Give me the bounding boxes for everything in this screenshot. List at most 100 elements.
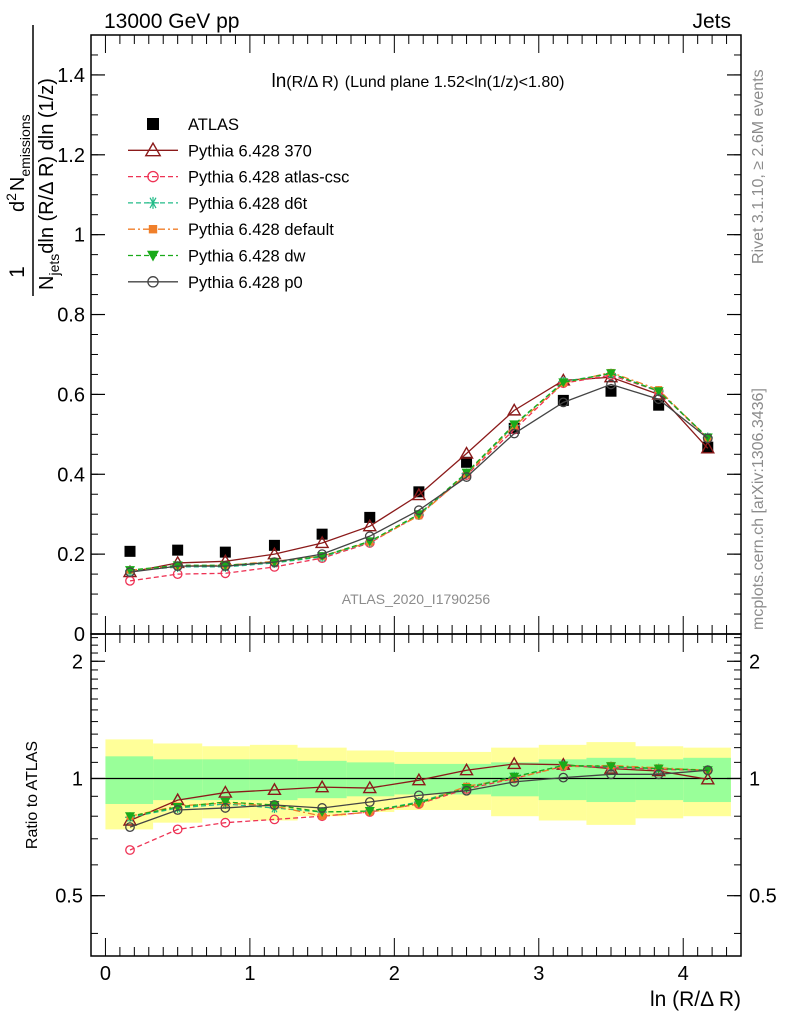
legend-marker: [147, 196, 159, 209]
series-line: [129, 383, 709, 573]
legend-item: ATLAS: [147, 116, 239, 134]
ratio-plot: 0.5 0.5 1 1 2 2 0 1 2 3 4 Ratio to ATLAS ln (R/Δ R…: [24, 633, 777, 1011]
main-y-tick-label: 0.6: [57, 384, 85, 406]
ylabel-denominator: Njetsdln (R/Δ R) dln (1/z): [36, 78, 62, 290]
ratio-point: [413, 790, 424, 801]
main-y-tick-label: 1.4: [57, 65, 85, 87]
ratio-point: [362, 780, 377, 794]
ratio-point: [702, 765, 713, 776]
legend-label: Pythia 6.428 p0: [188, 274, 303, 292]
ratio-point: [413, 799, 424, 809]
ratio-point: [220, 798, 231, 808]
title-paren: (R/Δ R): [286, 74, 338, 91]
data-point: [507, 402, 522, 416]
legend-marker: [148, 225, 158, 234]
ratio-point: [317, 803, 328, 813]
main-plot: ln(R/Δ R) (Lund plane 1.52<ln(1/z)<1.80) …: [3, 25, 742, 646]
legend-item: Pythia 6.428 p0: [128, 274, 303, 292]
stat-uncertainty-band: [394, 763, 442, 795]
main-y-tick-label: 0.2: [57, 544, 85, 566]
ratio-point: [459, 762, 474, 776]
legend-label: Pythia 6.428 370: [188, 142, 312, 160]
ylabel-n-sub: emissions: [17, 114, 33, 176]
ratio-y-tick-label: 0.5: [55, 886, 83, 908]
ratio-y-tick-label: 2: [72, 651, 83, 673]
main-y-tick-label: 0.4: [57, 464, 85, 486]
series-line: [129, 371, 709, 571]
title-rest: (Lund plane 1.52<ln(1/z)<1.80): [345, 74, 565, 91]
legend-item: Pythia 6.428 370: [128, 141, 312, 160]
data-point: [411, 487, 427, 501]
data-point: [653, 399, 665, 411]
x-tick-label: 3: [533, 963, 544, 985]
stat-uncertainty-band: [202, 759, 250, 801]
stat-uncertainty-band: [105, 756, 154, 804]
series-6: [125, 379, 713, 578]
ratio-point: [558, 761, 569, 771]
ratio-plot-frame: [90, 633, 742, 957]
ratio-point: [606, 762, 616, 772]
series-0: [124, 385, 714, 558]
main-series: [122, 368, 715, 586]
ylabel-njets-sub: jets: [46, 254, 62, 277]
data-point: [220, 561, 231, 572]
ratio-point: [509, 776, 520, 787]
legend-label: Pythia 6.428 d6t: [188, 195, 308, 213]
ylabel-n: N: [7, 177, 29, 191]
ratio-point: [172, 805, 183, 815]
main-y-tick-label: 0: [74, 624, 85, 646]
series-2: [125, 370, 713, 586]
ratio-point: [606, 769, 616, 780]
legend-marker: [147, 276, 159, 288]
data-point: [314, 535, 330, 549]
ratio-point: [125, 812, 135, 822]
data-point: [509, 428, 520, 439]
title-main: ln: [272, 71, 287, 92]
x-tick-label: 0: [100, 963, 111, 985]
data-point: [606, 379, 616, 390]
series-3: [125, 368, 713, 576]
data-point: [362, 518, 377, 532]
data-point: [219, 546, 231, 558]
x-tick-label: 1: [244, 963, 255, 985]
main-y-axis-label: 1 Njetsdln (R/Δ R) dln (1/z) d2 Nemission…: [3, 25, 62, 296]
data-point: [605, 385, 617, 397]
data-point: [316, 528, 328, 540]
ratio-point: [653, 764, 664, 774]
stat-uncertainty-band: [297, 760, 347, 799]
ratio-point: [364, 807, 375, 817]
ylabel-sup: 2: [3, 193, 19, 201]
legend-label: Pythia 6.428 atlas-csc: [188, 169, 349, 187]
data-point: [509, 420, 520, 430]
ratio-y-tick-label-right: 1: [749, 768, 760, 790]
data-point: [124, 545, 136, 557]
data-point: [125, 567, 135, 578]
data-point: [558, 397, 569, 408]
stat-uncertainty-band: [346, 762, 395, 797]
data-point: [317, 549, 328, 560]
main-y-tick-label: 0.8: [57, 305, 85, 327]
ratio-point: [269, 800, 280, 810]
main-y-tick-label: 1.2: [57, 145, 85, 167]
ratio-point: [558, 772, 569, 783]
x-tick-label: 2: [389, 963, 400, 985]
series-5: [125, 369, 713, 576]
data-point: [461, 456, 473, 468]
data-point: [172, 561, 183, 572]
main-y-tick-label: 1: [74, 225, 85, 247]
legend-marker: [147, 170, 159, 183]
ratio-point: [172, 824, 183, 835]
data-point: [606, 369, 616, 379]
data-point: [413, 505, 424, 516]
ratio-y-tick-label: 1: [72, 768, 83, 790]
series-line: [129, 374, 709, 582]
ratio-y-tick-label-right: 0.5: [749, 886, 777, 908]
process-label: Jets: [692, 10, 731, 33]
data-point: [364, 511, 376, 523]
ylabel-d: d: [7, 201, 29, 212]
legend-label: ATLAS: [188, 116, 239, 134]
mcplots-label: mcplots.cern.ch [arXiv:1306.3436]: [750, 388, 767, 630]
ratio-line: [129, 769, 708, 828]
x-axis-label: ln (R/Δ R): [650, 988, 741, 1011]
ratio-point: [507, 756, 522, 770]
